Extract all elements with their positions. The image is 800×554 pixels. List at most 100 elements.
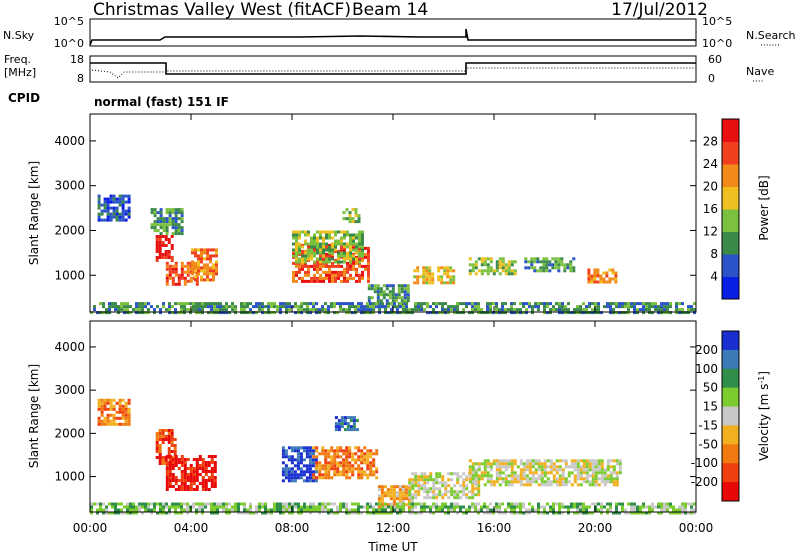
y-tick-label: 2000 — [54, 223, 85, 237]
colorbar-swatch — [722, 444, 739, 464]
echo-region-9 — [413, 266, 456, 285]
date-label: 17/Jul/2012 — [611, 0, 708, 20]
nsky-trace — [89, 28, 696, 46]
colorbar-tick-label: 8 — [710, 247, 718, 261]
x-axis-label: Time UT — [367, 540, 418, 554]
freq-label-1: Freq. — [4, 53, 31, 66]
beam-label: Beam 14 — [352, 0, 428, 20]
colorbar-tick-label: 50 — [703, 381, 718, 395]
colorbar-swatch — [722, 141, 739, 165]
freq-label-2: [MHz] — [4, 66, 36, 79]
echo-region-1 — [155, 235, 174, 262]
colorbar-tick-label: 12 — [703, 225, 718, 239]
colorbar-tick-label: 15 — [703, 400, 718, 414]
colorbar-tick-label: 24 — [703, 157, 718, 171]
noise-panel: N.Sky 10^5 10^0 N.Search ······· 10^5 10… — [3, 15, 796, 51]
velocity-axes: 00:00 04:00 08:00 12:00 16:00 20:00 00:00 1000 2… — [54, 321, 713, 535]
colorbar-swatch — [722, 164, 739, 187]
colorbar-tick-label: 28 — [703, 135, 718, 149]
freq-panel: Freq. [MHz] 18 8 Nave ···· 60 0 — [4, 53, 774, 87]
colorbar-swatch — [722, 406, 739, 426]
colorbar-swatch — [722, 368, 739, 389]
colorbar-tick-label: -100 — [691, 456, 718, 470]
nave-trace — [91, 67, 696, 79]
cpid-value: normal (fast) 151 IF — [94, 95, 229, 109]
power-colorbar: 4 8 12 16 20 24 28 — [703, 118, 740, 300]
echo-region-2 — [165, 455, 217, 491]
colorbar-swatch — [722, 482, 739, 502]
velocity-echo-layer — [90, 398, 696, 515]
echo-region-5 — [334, 416, 359, 432]
y-tick-label: 1000 — [54, 470, 85, 484]
colorbar-swatch — [722, 331, 739, 351]
colorbar-swatch — [722, 387, 739, 408]
colorbar-tick-label: -50 — [698, 437, 718, 451]
nsky-tick-bottom: 10^0 — [54, 37, 84, 50]
nsearch-dotted-key: ······· — [760, 41, 780, 51]
echo-region-13 — [90, 302, 696, 315]
nave-tick-bottom: 0 — [708, 72, 715, 85]
echo-region-11 — [524, 257, 576, 273]
colorbar-tick-label: -15 — [698, 418, 718, 432]
colorbar-tick-label: 16 — [703, 202, 718, 216]
colorbar-swatch — [722, 276, 739, 300]
echo-region-7 — [342, 208, 361, 224]
y-tick-label: 3000 — [54, 383, 85, 397]
power-echo-layer — [90, 194, 696, 315]
velocity-panel: 00:00 04:00 08:00 12:00 16:00 20:00 00:00 1000 2… — [27, 320, 772, 535]
power-ylabel: Slant Range [km] — [27, 161, 41, 265]
echo-region-0 — [97, 398, 131, 426]
nsearch-label: N.Search — [746, 29, 796, 42]
colorbar-swatch — [722, 463, 739, 483]
echo-region-6 — [292, 230, 364, 264]
x-tick-label: 08:00 — [275, 521, 310, 535]
colorbar-swatch — [722, 209, 739, 232]
y-tick-label: 1000 — [54, 268, 85, 282]
colorbar-swatch — [722, 254, 739, 277]
nave-label: Nave — [746, 65, 774, 78]
x-tick-label: 12:00 — [376, 521, 411, 535]
power-axes: 1000 2000 3000 4000 — [54, 114, 697, 312]
colorbar-tick-label: 4 — [710, 270, 718, 284]
echo-region-8 — [468, 459, 622, 487]
echo-region-4 — [312, 446, 379, 480]
x-tick-label: 16:00 — [477, 521, 512, 535]
power-colorbar-label: Power [dB] — [757, 175, 771, 240]
station-title: Christmas Valley West (fitACF) — [93, 0, 351, 20]
x-tick-label: 04:00 — [174, 521, 209, 535]
nsearch-tick-top: 10^5 — [702, 15, 732, 28]
colorbar-frame — [721, 330, 740, 502]
echo-region-3 — [191, 248, 218, 282]
velocity-colorbar-label: Velocity [m s-1] — [757, 371, 772, 461]
velocity-colorbar: 200 100 50 15 -15 -50 -100 -200 — [691, 330, 740, 502]
colorbar-frame — [721, 118, 740, 300]
x-tick-label: 00:00 — [73, 521, 108, 535]
colorbar-swatch — [722, 349, 739, 370]
nsky-label: N.Sky — [3, 29, 35, 42]
x-tick-label: 20:00 — [578, 521, 613, 535]
colorbar-swatch — [722, 425, 739, 445]
freq-trace — [90, 62, 696, 75]
x-tick-label: 00:00 — [679, 521, 714, 535]
y-tick-label: 4000 — [54, 134, 85, 148]
echo-region-7 — [408, 472, 481, 500]
colorbar-tick-label: -200 — [691, 475, 718, 489]
colorbar-swatch — [722, 231, 739, 255]
nave-dotted-key: ···· — [752, 77, 763, 87]
colorbar-tick-label: 20 — [703, 180, 718, 194]
colorbar-swatch — [722, 186, 739, 210]
echo-region-10 — [468, 257, 517, 276]
power-panel: 1000 2000 3000 4000 Slant Range [km] 4 8 12 16… — [27, 113, 771, 315]
colorbar-tick-label: 200 — [695, 343, 718, 357]
y-tick-label: 4000 — [54, 340, 85, 354]
y-tick-label: 2000 — [54, 426, 85, 440]
freq-tick-bottom: 8 — [77, 72, 84, 85]
cpid-label: CPID — [8, 91, 40, 105]
colorbar-tick-label: 100 — [695, 362, 718, 376]
echo-region-0 — [97, 194, 131, 222]
colorbar-swatch — [722, 119, 739, 142]
velocity-ylabel: Slant Range [km] — [27, 364, 41, 468]
y-tick-label: 3000 — [54, 179, 85, 193]
nsky-tick-top: 10^5 — [54, 15, 84, 28]
